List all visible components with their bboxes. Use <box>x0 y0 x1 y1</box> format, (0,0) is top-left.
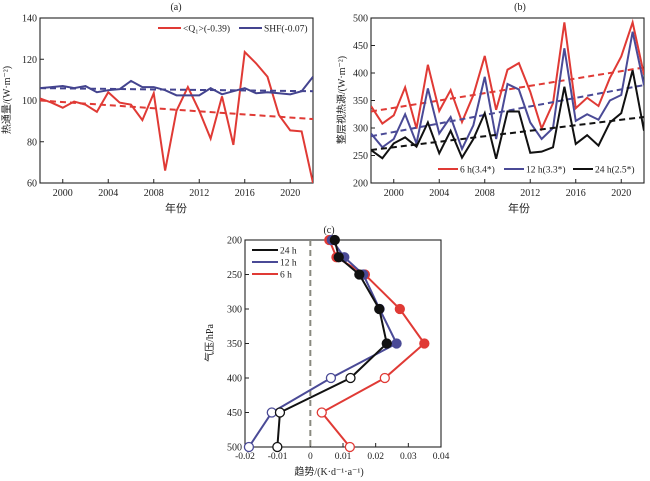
panel-c-series-3-marker <box>344 441 356 453</box>
panel-c-series-1-marker <box>345 372 356 384</box>
panel-b-y-tick-label: 200 <box>353 179 368 190</box>
panel-c-series-3-marker <box>419 338 430 349</box>
panel-b-series-3-line <box>371 69 644 160</box>
panel-c-x-tick-label: 0 <box>308 452 313 462</box>
panel-b: (b) 2000 2004 2008 2012 2016 2020 200 250 300 350… <box>335 2 645 215</box>
panel-a-frame <box>39 17 314 184</box>
panel-c-series-2-marker <box>243 441 255 453</box>
panel-c-legend-label-3: 6 h <box>280 271 292 281</box>
panel-c-series-1-marker <box>333 252 344 263</box>
panel-c-legend-label-1: 24 h <box>280 247 297 257</box>
panel-c-series-1-marker <box>374 303 385 315</box>
panel-b-legend-label-3: 24 h(2.5*) <box>595 165 635 176</box>
panel-a-series-2-trend-line <box>40 87 313 93</box>
panel-a-x-tick-label: 2020 <box>280 188 300 199</box>
panel-b-y-tick-label: 350 <box>353 96 368 107</box>
panel-b-y-tick-label: 400 <box>353 69 368 80</box>
panel-a-y-tick-label: 120 <box>22 55 37 66</box>
panel-a-x-tick-label: 2008 <box>144 188 164 199</box>
panel-b-legend-label-1: 6 h(3.4*) <box>460 165 495 176</box>
panel-b-label: (b) <box>514 2 526 13</box>
panel-b-x-axis-label: 年份 <box>508 201 530 215</box>
panel-c-y-tick-label: 400 <box>227 374 242 385</box>
panel-c-x-tick-label: -0.02 <box>235 452 255 462</box>
panel-a-y-tick-label: 80 <box>27 137 37 148</box>
panel-b-y-tick-label: 450 <box>353 41 368 52</box>
panel-a-x-tick-label: 2000 <box>53 188 73 199</box>
panel-a-series-1-line <box>40 49 313 183</box>
panel-c-series-1-marker <box>354 269 365 280</box>
panel-c-label: (c) <box>323 225 334 236</box>
panel-b-series-2-line <box>371 31 644 152</box>
panel-b-series-group <box>371 18 644 160</box>
panel-c-x-tick-label: 0.03 <box>400 452 417 462</box>
panel-a-y-axis-label: 热通量/(W·m⁻²) <box>0 66 13 134</box>
panel-b-series-2-trend-line <box>371 84 644 138</box>
panel-c-series-3-marker <box>316 407 327 418</box>
panel-b-x-tick-label: 2016 <box>566 188 586 199</box>
panel-c-series-1-marker <box>381 338 392 349</box>
panel-c-y-tick-label: 350 <box>227 339 242 350</box>
panel-b-series-1-line <box>371 18 644 132</box>
panel-b-x-tick-label: 2020 <box>611 188 631 199</box>
panel-a-x-tick-label: 2004 <box>98 188 118 199</box>
panel-c-x-tick-label: 0.02 <box>367 452 384 462</box>
panel-b-x-tick-label: 2004 <box>429 188 449 199</box>
panel-a-series-group <box>40 49 313 183</box>
panel-c-series-2-marker <box>325 372 337 384</box>
panel-b-x-tick-label: 2008 <box>475 188 495 199</box>
panel-b-x-tick-label: 2000 <box>384 188 404 199</box>
panel-c-x-axis-label: 趋势/(K·d⁻¹·a⁻¹) <box>294 465 363 478</box>
panel-a-y-tick-label: 100 <box>22 96 37 107</box>
panel-c-series-3-marker <box>379 372 390 384</box>
panel-a-series-2-line <box>40 76 313 97</box>
panel-c-y-tick-label: 200 <box>227 236 242 247</box>
panel-b-legend-label-2: 12 h(3.3*) <box>526 165 566 176</box>
panel-c-series-3-marker <box>394 303 405 315</box>
panel-c-series-1-marker <box>272 441 283 453</box>
panel-a-plot-area: 2000 2004 2008 2012 2016 2020 60 80 100 120 140 <Q₁… <box>22 14 314 199</box>
panel-c: (c) -0.02 -0.01 0 0.01 0.02 0.03 0.04 200 250 300… <box>203 225 450 478</box>
panel-b-y-axis-label: 整层视热源/(W·m⁻²) <box>335 56 348 144</box>
panel-a: (a) 2000 2004 2008 2012 2016 2020 60 80 100 120 14… <box>0 2 314 215</box>
panel-c-series-1-line <box>276 239 388 448</box>
panel-c-y-tick-label: 250 <box>227 270 242 281</box>
panel-c-y-tick-label: 450 <box>227 408 242 419</box>
panel-c-x-tick-label: -0.01 <box>268 452 288 462</box>
panel-c-x-tick-label: 0.04 <box>433 452 450 462</box>
panel-b-y-tick-label: 300 <box>353 124 368 135</box>
panel-c-series-2-marker <box>391 338 402 349</box>
panel-a-legend-label-1: <Q₁>(-0.39) <box>183 24 230 35</box>
panel-c-y-tick-label: 300 <box>227 305 242 316</box>
panel-c-series-1-marker <box>274 407 286 418</box>
panel-b-plot-area: 2000 2004 2008 2012 2016 2020 200 250 300 350 400 4… <box>353 14 645 199</box>
panel-c-x-tick-label: 0.01 <box>335 452 352 462</box>
panel-b-x-tick-label: 2012 <box>520 188 540 199</box>
panel-a-label: (a) <box>170 2 181 13</box>
panel-c-plot-area: -0.02 -0.01 0 0.01 0.02 0.03 0.04 200 250 300 350 4… <box>227 234 450 462</box>
panel-a-legend-label-2: SHF(-0.07) <box>264 24 308 35</box>
panel-b-series-3-trend-line <box>371 116 644 151</box>
panel-a-series-1-trend-line <box>40 99 313 121</box>
panel-c-y-axis-label: 气压/hPa <box>203 324 216 362</box>
panel-b-y-tick-label: 250 <box>353 151 368 162</box>
panel-a-x-tick-label: 2016 <box>235 188 255 199</box>
panel-a-x-tick-label: 2012 <box>189 188 209 199</box>
panel-c-series-3-line <box>320 239 426 448</box>
panel-c-series-1-marker <box>329 234 340 246</box>
panel-b-series-1-trend-line <box>371 66 644 113</box>
panel-c-y-tick-label: 500 <box>227 443 242 454</box>
panel-a-y-tick-label: 140 <box>22 14 37 25</box>
panel-b-y-tick-label: 500 <box>353 14 368 25</box>
panel-b-frame <box>370 17 645 184</box>
panel-a-x-axis-label: 年份 <box>165 201 187 215</box>
panel-a-y-tick-label: 60 <box>27 179 37 190</box>
panel-c-legend-label-2: 12 h <box>280 259 297 269</box>
